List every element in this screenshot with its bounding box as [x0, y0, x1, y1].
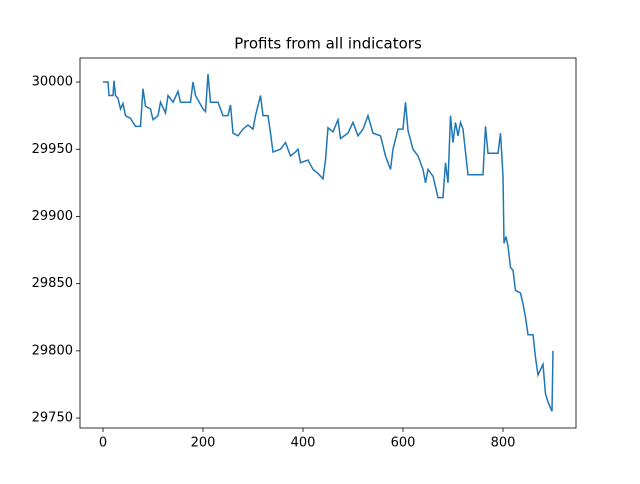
y-tick-label: 29900 — [32, 209, 73, 224]
plot-frame — [79, 57, 577, 429]
x-tick-label: 800 — [491, 436, 516, 451]
chart-title: Profits from all indicators — [234, 35, 422, 53]
line — [103, 73, 554, 412]
y-tick-label: 29950 — [32, 142, 73, 157]
x-tick-label: 400 — [291, 436, 316, 451]
y-tick-label: 29850 — [32, 276, 73, 291]
x-tick-label: 600 — [391, 436, 416, 451]
y-tick-label: 29800 — [32, 343, 73, 358]
x-tick-label: 200 — [191, 436, 216, 451]
y-tick-label: 30000 — [32, 75, 73, 90]
x-tick-label: 0 — [99, 436, 107, 451]
y-tick-label: 29750 — [32, 411, 73, 426]
